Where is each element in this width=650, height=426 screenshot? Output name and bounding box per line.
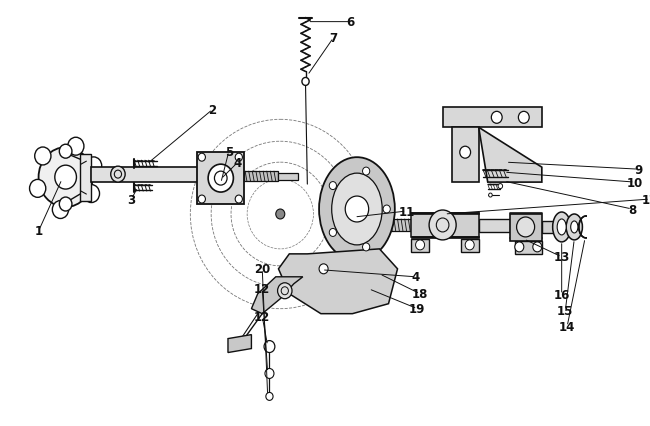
Text: 16: 16 [554,288,570,302]
Text: 13: 13 [554,251,570,264]
Ellipse shape [552,213,571,242]
Polygon shape [478,219,510,233]
Circle shape [491,112,502,124]
Circle shape [498,184,502,189]
Text: 4: 4 [411,271,420,284]
Circle shape [198,196,205,204]
Circle shape [83,185,99,203]
Circle shape [330,182,337,190]
Text: 12: 12 [254,282,270,296]
Polygon shape [452,128,478,183]
Polygon shape [411,213,478,215]
Ellipse shape [571,222,578,233]
Text: 5: 5 [225,145,233,158]
Circle shape [59,145,72,159]
Bar [198,153,244,204]
Polygon shape [278,174,298,181]
Circle shape [415,240,424,250]
Circle shape [465,240,474,250]
Text: 12: 12 [254,311,270,323]
Polygon shape [228,335,252,353]
Circle shape [517,218,534,237]
Circle shape [363,168,370,176]
Polygon shape [244,172,278,181]
Circle shape [533,242,542,252]
Polygon shape [252,277,303,314]
Circle shape [198,154,205,162]
Circle shape [302,78,309,86]
Text: 14: 14 [559,320,575,334]
Text: 7: 7 [330,32,337,45]
Ellipse shape [566,215,582,240]
Circle shape [235,154,242,162]
Polygon shape [443,108,542,128]
Circle shape [363,243,370,251]
Circle shape [383,205,390,213]
Circle shape [345,196,369,222]
Circle shape [489,193,492,198]
Polygon shape [375,219,411,231]
Text: 8: 8 [628,203,636,216]
Polygon shape [80,155,91,201]
Circle shape [111,167,125,183]
Text: 2: 2 [209,104,216,117]
Circle shape [515,242,524,252]
Circle shape [34,148,51,166]
Circle shape [55,166,77,190]
Polygon shape [461,239,478,252]
Circle shape [265,368,274,379]
Circle shape [86,158,101,176]
Circle shape [53,201,69,219]
Ellipse shape [557,219,566,236]
Polygon shape [478,128,542,183]
Ellipse shape [319,158,395,261]
Text: 18: 18 [412,288,428,300]
Polygon shape [542,222,558,233]
Polygon shape [411,236,478,239]
Text: 1: 1 [34,225,43,238]
Text: 19: 19 [410,302,426,315]
Text: 20: 20 [254,263,270,276]
Circle shape [319,264,328,274]
Circle shape [29,180,46,198]
Circle shape [278,283,292,299]
Circle shape [264,341,275,353]
Circle shape [266,392,273,400]
Polygon shape [278,249,398,314]
Circle shape [429,210,456,240]
Text: 15: 15 [557,305,573,317]
Text: 9: 9 [634,163,642,176]
Text: 11: 11 [398,205,415,218]
Circle shape [235,196,242,204]
Circle shape [59,198,72,211]
Circle shape [330,229,337,237]
Ellipse shape [332,174,382,245]
Polygon shape [411,239,429,252]
Circle shape [38,148,93,207]
Polygon shape [411,213,478,237]
Circle shape [68,138,84,156]
Polygon shape [91,168,231,183]
Text: 4: 4 [234,156,242,169]
Circle shape [460,147,471,159]
Text: 17: 17 [642,193,650,206]
Polygon shape [510,215,542,242]
Text: 6: 6 [346,16,355,29]
Text: 10: 10 [627,176,643,189]
Text: 3: 3 [127,193,136,206]
Polygon shape [515,242,542,254]
Circle shape [519,112,529,124]
Circle shape [276,210,285,219]
Circle shape [208,165,233,193]
